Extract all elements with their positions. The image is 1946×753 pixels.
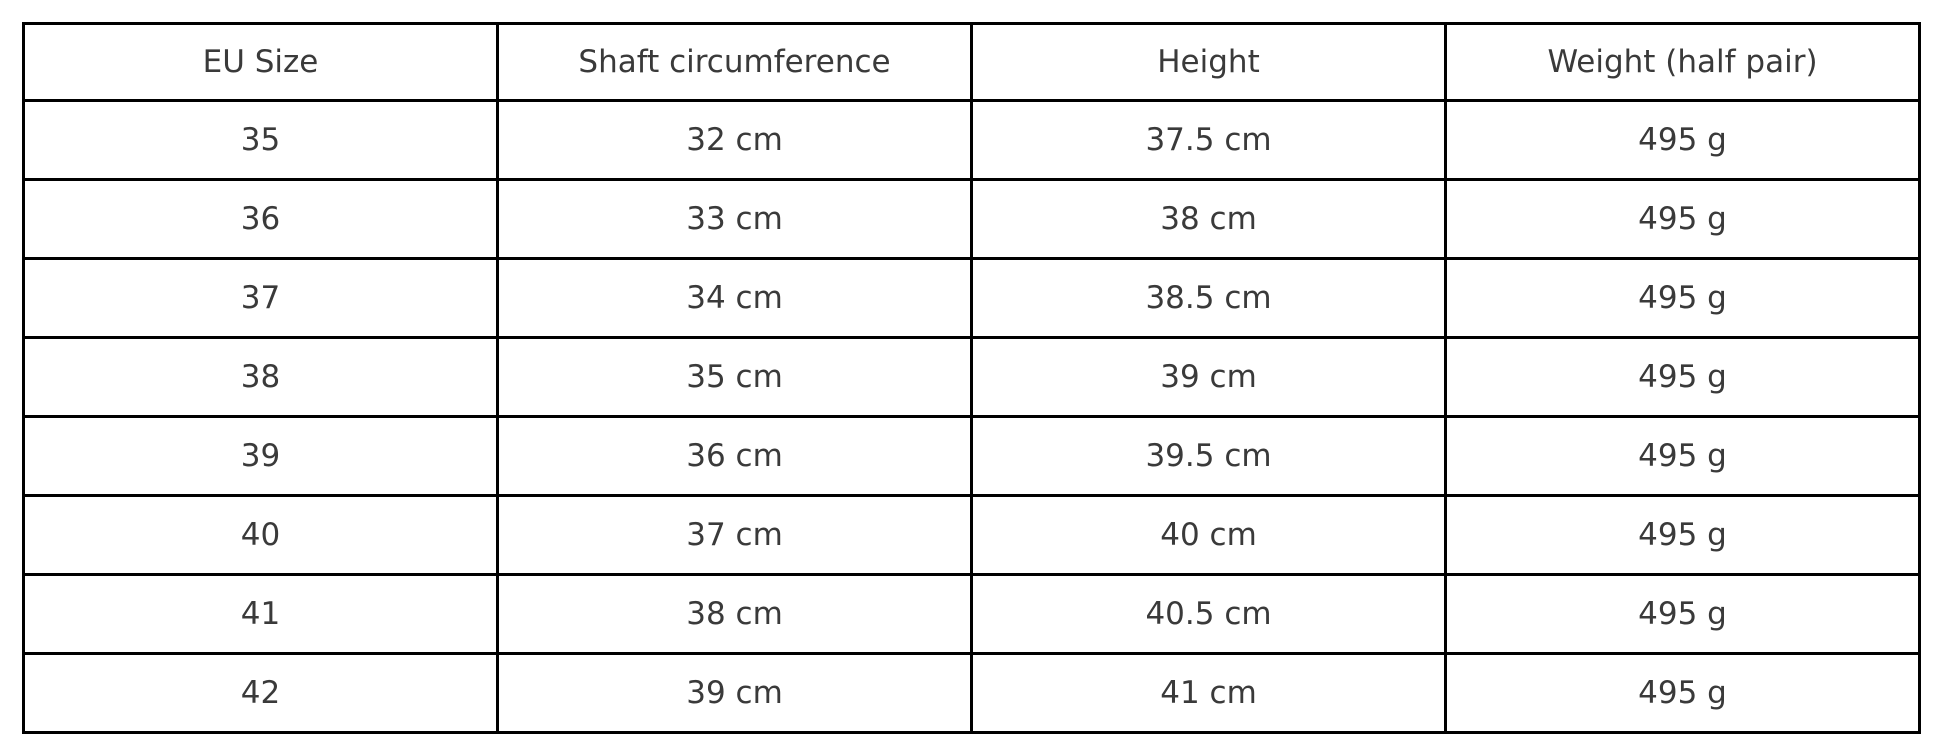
cell-eu-size: 41 [22, 573, 499, 655]
cell-height: 41 cm [970, 652, 1447, 734]
cell-shaft-circumference: 39 cm [496, 652, 973, 734]
cell-shaft-circumference: 37 cm [496, 494, 973, 576]
table-row: 42 39 cm 41 cm 495 g [22, 652, 1921, 734]
cell-eu-size: 36 [22, 178, 499, 260]
cell-eu-size: 38 [22, 336, 499, 418]
cell-eu-size: 42 [22, 652, 499, 734]
cell-height: 38.5 cm [970, 257, 1447, 339]
cell-weight: 495 g [1444, 573, 1921, 655]
size-chart-table: EU Size Shaft circumference Height Weigh… [22, 22, 1921, 734]
table-row: 35 32 cm 37.5 cm 495 g [22, 99, 1921, 181]
column-header-height: Height [970, 22, 1447, 102]
cell-weight: 495 g [1444, 99, 1921, 181]
table-row: 38 35 cm 39 cm 495 g [22, 336, 1921, 418]
table-body: 35 32 cm 37.5 cm 495 g 36 33 cm 38 cm 49… [22, 99, 1921, 734]
cell-shaft-circumference: 38 cm [496, 573, 973, 655]
table-header: EU Size Shaft circumference Height Weigh… [22, 22, 1921, 102]
cell-shaft-circumference: 33 cm [496, 178, 973, 260]
table-row: 40 37 cm 40 cm 495 g [22, 494, 1921, 576]
cell-shaft-circumference: 32 cm [496, 99, 973, 181]
column-header-weight: Weight (half pair) [1444, 22, 1921, 102]
cell-shaft-circumference: 34 cm [496, 257, 973, 339]
cell-height: 39.5 cm [970, 415, 1447, 497]
table-row: 41 38 cm 40.5 cm 495 g [22, 573, 1921, 655]
cell-eu-size: 39 [22, 415, 499, 497]
cell-weight: 495 g [1444, 652, 1921, 734]
cell-shaft-circumference: 36 cm [496, 415, 973, 497]
table-row: 37 34 cm 38.5 cm 495 g [22, 257, 1921, 339]
cell-height: 37.5 cm [970, 99, 1447, 181]
cell-eu-size: 40 [22, 494, 499, 576]
cell-weight: 495 g [1444, 257, 1921, 339]
table-row: 39 36 cm 39.5 cm 495 g [22, 415, 1921, 497]
column-header-eu-size: EU Size [22, 22, 499, 102]
cell-height: 39 cm [970, 336, 1447, 418]
cell-height: 40 cm [970, 494, 1447, 576]
cell-shaft-circumference: 35 cm [496, 336, 973, 418]
cell-eu-size: 37 [22, 257, 499, 339]
table-row: 36 33 cm 38 cm 495 g [22, 178, 1921, 260]
cell-height: 40.5 cm [970, 573, 1447, 655]
cell-weight: 495 g [1444, 336, 1921, 418]
cell-weight: 495 g [1444, 494, 1921, 576]
header-row: EU Size Shaft circumference Height Weigh… [22, 22, 1921, 102]
cell-weight: 495 g [1444, 178, 1921, 260]
cell-weight: 495 g [1444, 415, 1921, 497]
column-header-shaft-circumference: Shaft circumference [496, 22, 973, 102]
cell-height: 38 cm [970, 178, 1447, 260]
cell-eu-size: 35 [22, 99, 499, 181]
